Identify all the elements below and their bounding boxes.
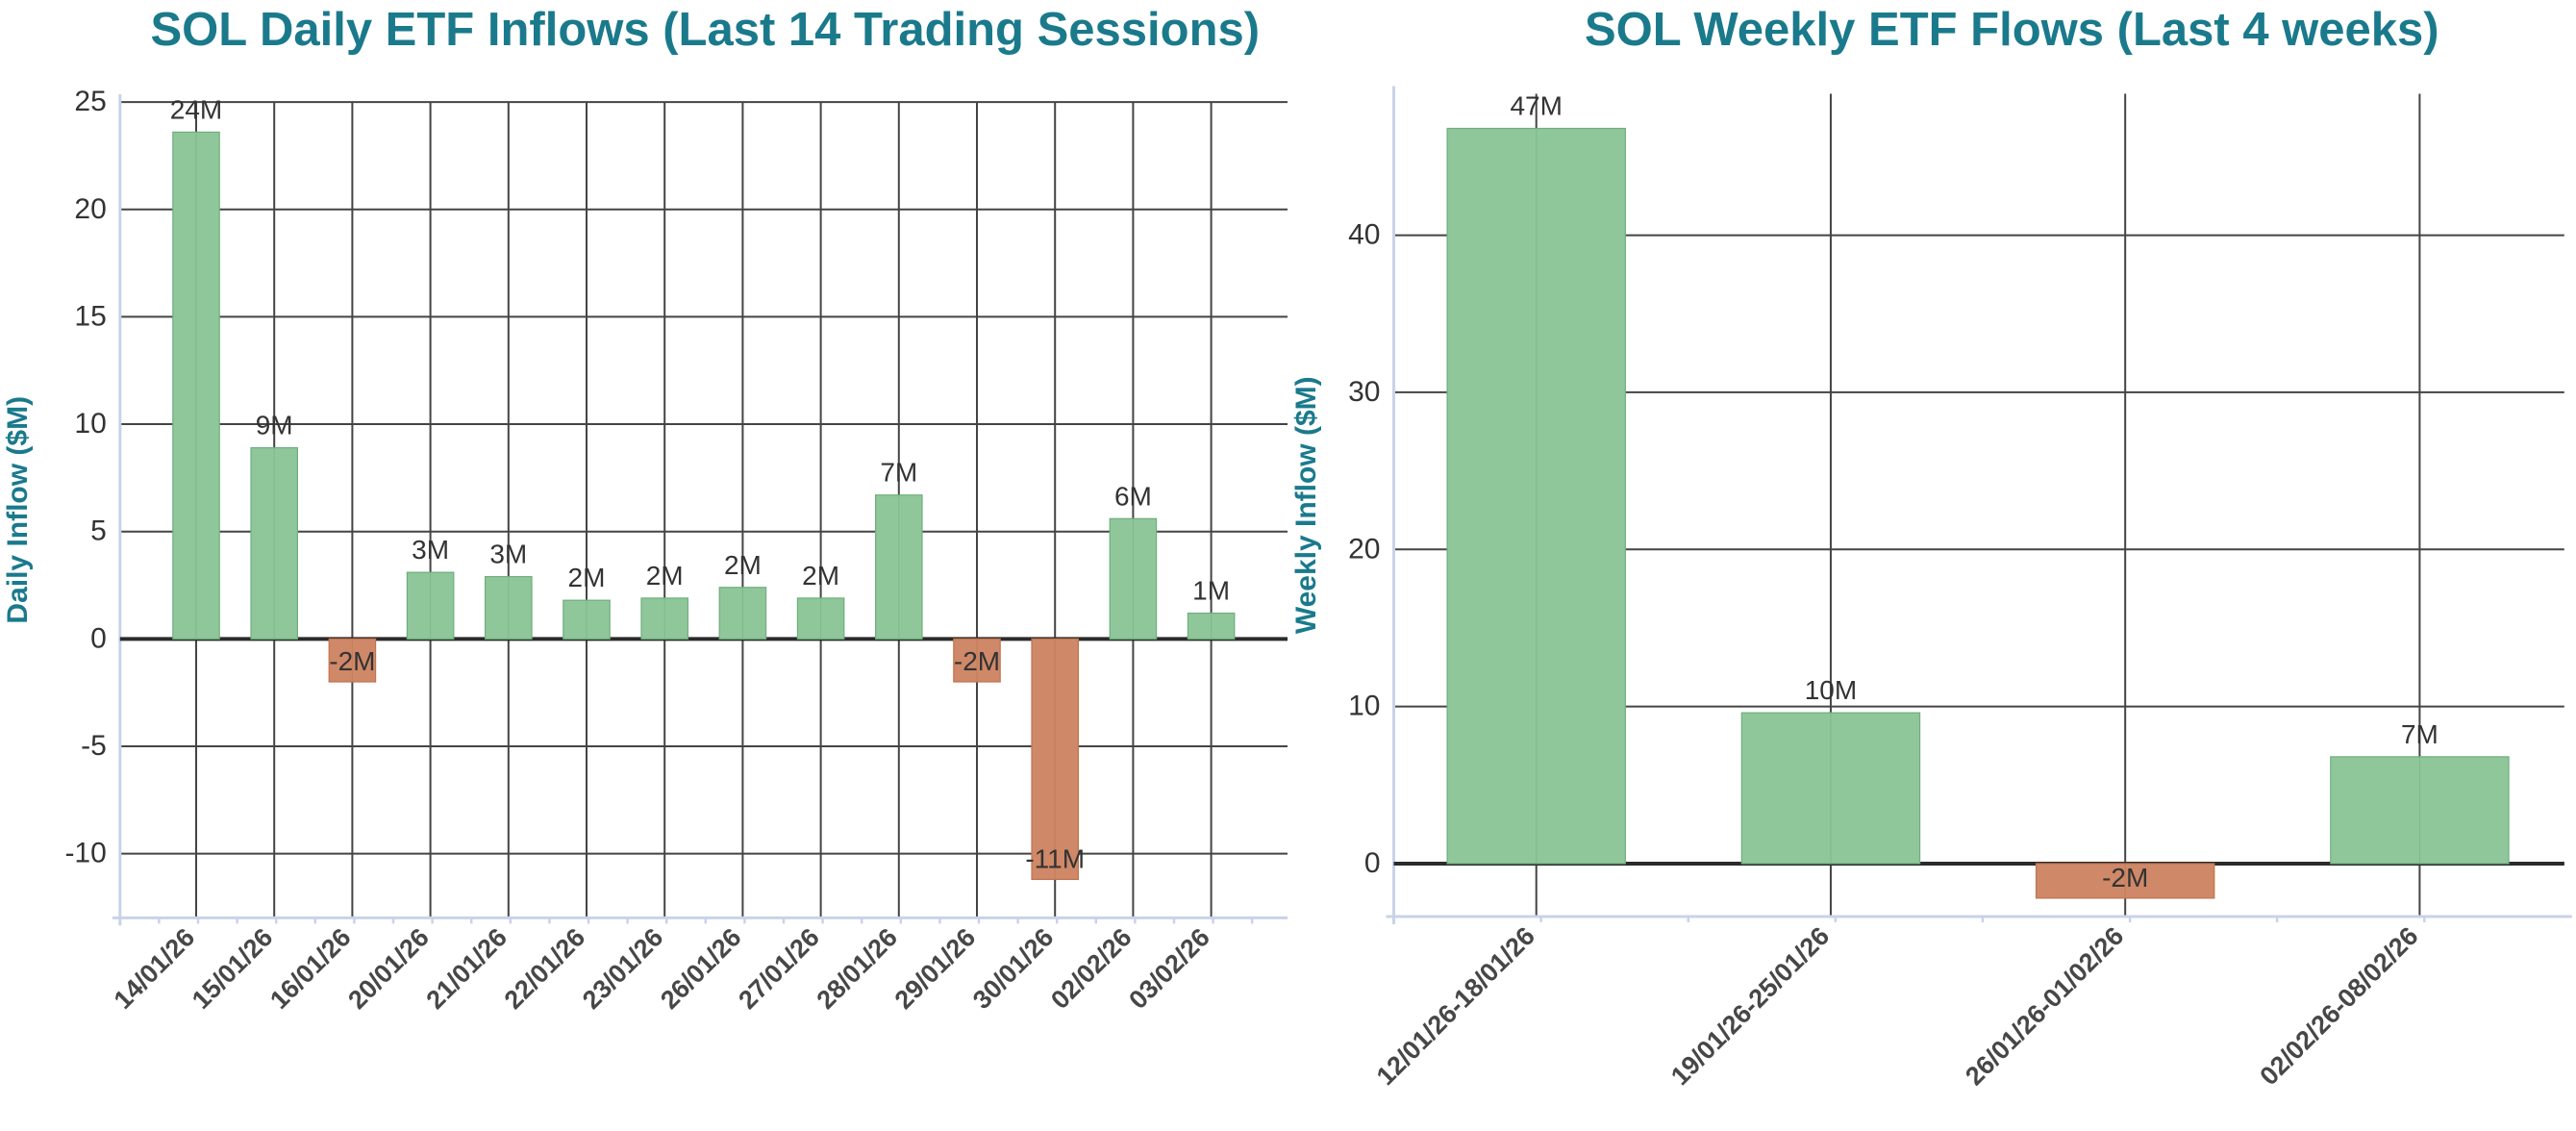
svg-text:3M: 3M — [489, 540, 527, 569]
svg-text:-10: -10 — [64, 838, 106, 869]
svg-text:6M: 6M — [1114, 481, 1152, 511]
svg-text:0: 0 — [90, 622, 107, 654]
svg-text:1M: 1M — [1192, 576, 1230, 606]
svg-text:0: 0 — [1364, 847, 1381, 879]
svg-text:7M: 7M — [880, 458, 917, 488]
svg-text:-2M: -2M — [2102, 863, 2148, 892]
svg-text:7M: 7M — [2401, 719, 2438, 749]
svg-text:Daily Inflow ($M): Daily Inflow ($M) — [2, 396, 34, 624]
svg-text:30: 30 — [1348, 376, 1380, 408]
svg-text:20: 20 — [74, 193, 106, 225]
svg-text:3M: 3M — [412, 535, 449, 565]
svg-text:24M: 24M — [170, 94, 222, 124]
svg-text:10: 10 — [74, 408, 106, 440]
svg-text:-11M: -11M — [1025, 843, 1085, 873]
svg-text:40: 40 — [1348, 219, 1380, 251]
svg-text:25: 25 — [74, 86, 106, 117]
svg-text:2M: 2M — [724, 550, 762, 580]
svg-text:9M: 9M — [256, 411, 293, 440]
svg-text:2M: 2M — [568, 563, 606, 592]
svg-text:10M: 10M — [1805, 675, 1857, 705]
svg-text:-5: -5 — [81, 730, 107, 762]
svg-text:20: 20 — [1348, 533, 1380, 565]
svg-text:SOL Weekly ETF Flows (Last 4 w: SOL Weekly ETF Flows (Last 4 weeks) — [1585, 4, 2439, 56]
svg-text:-2M: -2M — [329, 646, 375, 676]
svg-text:-2M: -2M — [954, 646, 1000, 676]
svg-text:2M: 2M — [802, 561, 839, 591]
svg-text:SOL Daily ETF Inflows (Last 14: SOL Daily ETF Inflows (Last 14 Trading S… — [151, 4, 1261, 56]
svg-text:47M: 47M — [1510, 91, 1562, 121]
svg-text:Weekly Inflow ($M): Weekly Inflow ($M) — [1290, 376, 1322, 634]
svg-text:10: 10 — [1348, 691, 1380, 722]
svg-text:2M: 2M — [646, 561, 684, 591]
svg-text:5: 5 — [90, 515, 107, 547]
svg-text:15: 15 — [74, 300, 106, 332]
